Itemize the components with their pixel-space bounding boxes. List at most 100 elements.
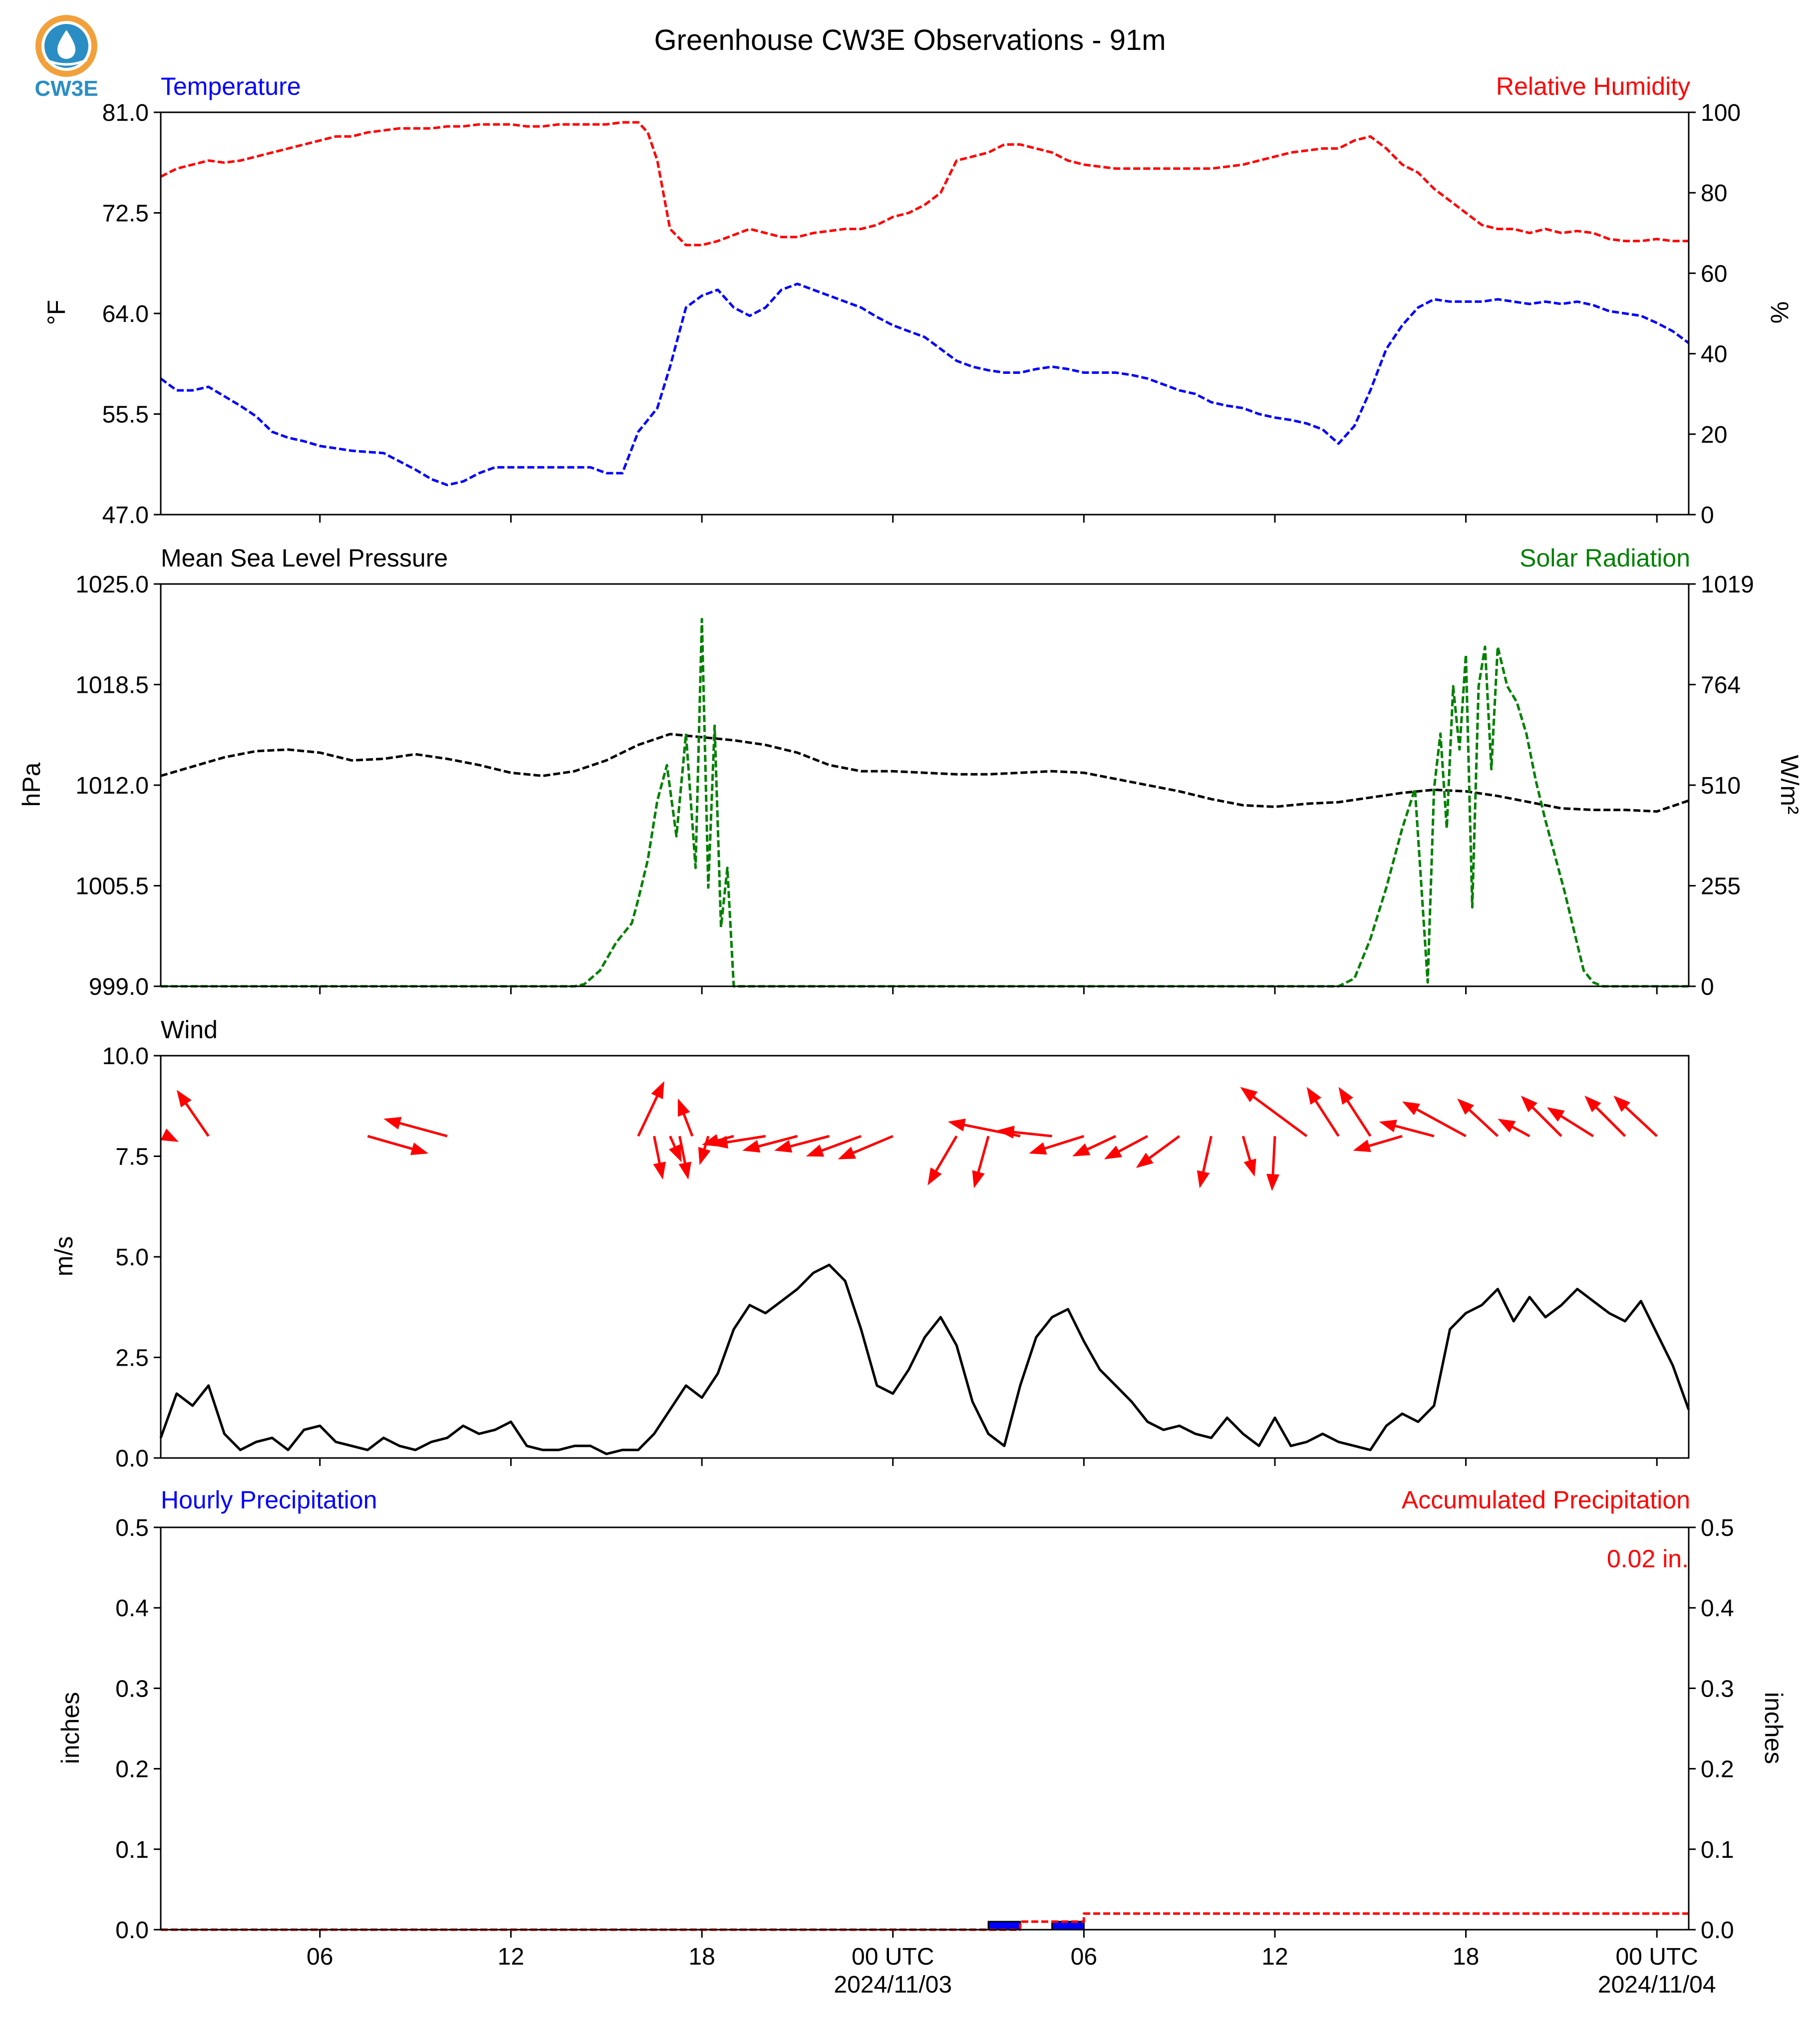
x-tick-label: 06 [1071, 1944, 1097, 1970]
y2-tick-label: 20 [1701, 422, 1727, 448]
wind-speed-line [159, 1263, 1690, 1455]
panel4-x-ticks [319, 1930, 1658, 1938]
accumulated-precip-title: Accumulated Precipitation [1402, 1486, 1690, 1514]
y2-tick-label: 255 [1701, 873, 1741, 900]
y-tick-label: 2.5 [115, 1345, 149, 1372]
wind-title: Wind [161, 1016, 218, 1044]
wind-arrow-head [1584, 1096, 1601, 1113]
panel3-series [159, 1081, 1690, 1455]
wind-arrow-head [838, 1147, 856, 1159]
wind-arrow [1362, 1135, 1403, 1149]
y2-tick-label: 60 [1701, 261, 1727, 287]
temperature-title: Temperature [161, 72, 301, 100]
y-tick-label: 1005.5 [75, 873, 149, 900]
wind-arrow [1007, 1130, 1052, 1138]
panel1-series [160, 121, 1690, 487]
x-tick-label: 00 UTC [1616, 1944, 1698, 1970]
wind-arrow [1311, 1095, 1340, 1137]
wind-arrow [181, 1097, 210, 1137]
x-tick-label: 00 UTC [852, 1944, 934, 1970]
wind-arrow-head [383, 1117, 402, 1130]
y-tick-label: 47.0 [102, 502, 149, 529]
y2-tick-label: 0.3 [1701, 1676, 1734, 1702]
wind-arrow [393, 1120, 448, 1138]
y2-tick-label: 0 [1701, 502, 1714, 529]
wind-arrow [1388, 1123, 1435, 1138]
wind-arrow-head [698, 1147, 711, 1165]
wind-arrow-head [1613, 1096, 1630, 1112]
y-tick-label: 1025.0 [75, 572, 149, 598]
wind-arrow-head [997, 1126, 1015, 1139]
y-tick-label: 0.1 [115, 1837, 149, 1863]
y2-tick-label: 40 [1701, 341, 1727, 368]
y2-tick-label: 0.4 [1701, 1595, 1734, 1622]
wind-arrow [367, 1135, 419, 1152]
pressure-axis-label: hPa [17, 762, 45, 807]
wind-arrow [1143, 1135, 1181, 1163]
wind-arrow [637, 1090, 661, 1137]
y-tick-label: 0.0 [115, 1446, 149, 1472]
pressure-solar-panel: Mean Sea Level Pressure Solar Radiation … [17, 544, 1804, 1000]
wind-arrow-head [972, 1170, 985, 1188]
wind-arrow-head [742, 1140, 761, 1153]
panel1-frame [160, 111, 1690, 516]
wind-axis-label: m/s [50, 1236, 78, 1277]
accumulated-precip-axis-ticks: 0.0 0.1 0.2 0.3 0.4 0.5 [1689, 1515, 1734, 1944]
humidity-title: Relative Humidity [1496, 72, 1690, 100]
hourly-precip-axis-label: inches [56, 1692, 84, 1764]
panel3-x-ticks [319, 1458, 1658, 1466]
temperature-line [160, 283, 1690, 487]
wind-arrow-head [678, 1161, 691, 1180]
wind-arrow-head [774, 1140, 793, 1153]
wind-arrow [975, 1136, 990, 1179]
wind-arrow-head [1457, 1098, 1474, 1115]
y-tick-label: 64.0 [102, 301, 149, 327]
accumulated-total-annotation: 0.02 in. [1607, 1545, 1689, 1573]
y2-tick-label: 764 [1701, 672, 1741, 699]
y-tick-label: 1018.5 [75, 672, 149, 699]
y2-tick-label: 1019 [1701, 572, 1754, 598]
humidity-line [160, 121, 1689, 247]
wind-arrow [1554, 1111, 1594, 1138]
wind-arrow [931, 1135, 958, 1177]
logo-text: CW3E [34, 76, 98, 101]
hourly-precip-title: Hourly Precipitation [161, 1486, 377, 1514]
cw3e-logo: CW3E [34, 15, 98, 101]
wind-arrow [1527, 1102, 1562, 1137]
wind-arrow-head [668, 1144, 682, 1162]
logo-drop-icon [57, 30, 75, 59]
panel3-frame [160, 1055, 1690, 1459]
pressure-axis-ticks: 999.0 1005.5 1012.0 1018.5 1025.0 [75, 572, 161, 1000]
wind-arrow-head [1546, 1107, 1565, 1122]
wind-arrow-head [1338, 1087, 1353, 1105]
wind-arrow [720, 1135, 766, 1145]
wind-arrow [847, 1135, 894, 1157]
wind-arrow [815, 1135, 862, 1155]
wind-axis-ticks: 0.0 2.5 5.0 7.5 10.0 [102, 1043, 161, 1472]
panel2-frame [160, 583, 1690, 987]
x-tick-label: 18 [688, 1944, 715, 1970]
wind-arrow-head [1379, 1120, 1397, 1133]
solar-axis-ticks: 0 255 510 764 1019 [1689, 572, 1754, 1000]
wind-arrow [752, 1135, 798, 1150]
hourly-precip-axis-ticks: 0.0 0.1 0.2 0.3 0.4 0.5 [115, 1515, 161, 1944]
solar-title: Solar Radiation [1519, 544, 1690, 572]
y-tick-label: 1012.0 [75, 773, 149, 799]
temperature-humidity-panel: Temperature Relative Humidity °F % 47.0 5… [42, 72, 1794, 529]
y-tick-label: 10.0 [102, 1043, 149, 1070]
wind-arrow-head [1243, 1159, 1256, 1177]
panel1-x-ticks [319, 515, 1658, 523]
y-tick-label: 7.5 [115, 1144, 149, 1170]
precipitation-panel: Hourly Precipitation Accumulated Precipi… [56, 1486, 1788, 1998]
wind-arrow [1410, 1105, 1467, 1138]
panel4-frame [160, 1526, 1690, 1931]
y-tick-label: 5.0 [115, 1244, 149, 1271]
wind-arrow-head [410, 1143, 429, 1156]
y-tick-label: 0.3 [115, 1676, 149, 1702]
x-date-label: 2024/11/04 [1598, 1972, 1716, 1998]
x-tick-label: 06 [306, 1944, 333, 1970]
wind-arrow-head [806, 1144, 825, 1157]
